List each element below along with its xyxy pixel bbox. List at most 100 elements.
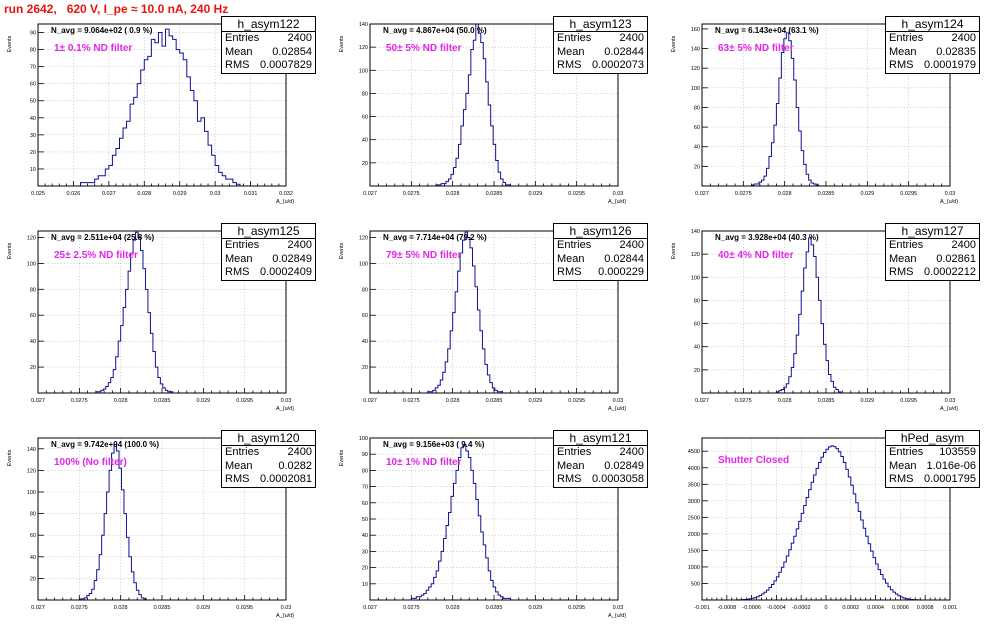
x-tick-label: 0.0275 — [403, 605, 420, 611]
filter-annotation: 1± 0.1% ND filter — [54, 43, 133, 54]
y-tick-label: 100 — [359, 436, 368, 442]
stats-value-entries: 2400 — [951, 32, 976, 44]
stats-box: h_asym125 Entries 2400 Mean 0.02849 RMS 0.0002… — [221, 223, 316, 281]
panel-h-asym123: 0.027 0.0275 0.028 0.0285 0.029 0.0295 0.03 20 4… — [332, 14, 664, 221]
filter-annotation: 10± 1% ND filter — [386, 457, 462, 468]
x-tick-label: 0 — [824, 605, 827, 611]
filter-annotation: 79± 5% ND filter — [386, 250, 462, 261]
stats-row-mean: Mean 1.016e-06 — [886, 460, 979, 474]
x-tick-label: 0.0002 — [842, 605, 859, 611]
y-tick-label: 20 — [362, 365, 368, 371]
y-tick-label: 40 — [30, 339, 36, 345]
x-axis-label: A_{u/d} — [608, 406, 626, 412]
stats-label: RMS — [225, 473, 250, 485]
stats-value-mean: 0.02844 — [604, 45, 644, 58]
filter-annotation: Shutter Closed — [718, 455, 790, 466]
x-tick-label: 0.027 — [363, 605, 377, 611]
x-tick-label: 0.027 — [695, 191, 709, 197]
x-tick-label: 0.028 — [446, 605, 460, 611]
y-tick-label: 4000 — [688, 466, 700, 472]
x-tick-label: -0.0008 — [717, 605, 736, 611]
x-tick-label: 0.031 — [244, 191, 258, 197]
filter-annotation: 40± 4% ND filter — [718, 250, 794, 261]
stats-value-rms: 0.0002081 — [260, 473, 312, 485]
y-axis-label: Events — [7, 449, 13, 466]
stats-value-mean: 0.02844 — [604, 252, 644, 265]
histogram-plot: 0.027 0.0275 0.028 0.0285 0.029 0.0295 0.03 20 4… — [7, 230, 294, 412]
stats-row-rms: RMS 0.0001979 — [886, 59, 979, 73]
y-tick-label: 3000 — [688, 499, 700, 505]
stats-box-title: h_asym127 — [886, 224, 979, 239]
histogram-plot: 0.027 0.0275 0.028 0.0285 0.029 0.0295 0.03 20 4… — [671, 23, 958, 205]
stats-row-rms: RMS 0.0002081 — [222, 473, 315, 487]
y-tick-label: 140 — [359, 22, 368, 28]
x-tick-label: 0.0295 — [900, 191, 917, 197]
stats-row-entries: Entries 2400 — [554, 239, 647, 253]
stats-row-mean: Mean 0.02861 — [886, 253, 979, 267]
x-tick-label: 0.0285 — [486, 605, 503, 611]
y-axis-label: Events — [339, 35, 345, 52]
stats-box: h_asym120 Entries 2400 Mean 0.0282 RMS 0.00020… — [221, 430, 316, 488]
stats-value-rms: 0.0002073 — [592, 59, 644, 71]
stats-row-entries: Entries 2400 — [886, 32, 979, 46]
histogram-series — [78, 443, 147, 600]
x-tick-label: 0.03 — [613, 398, 624, 404]
x-tick-label: 0.029 — [528, 605, 542, 611]
stats-box-title: h_asym125 — [222, 224, 315, 239]
stats-row-mean: Mean 0.02835 — [886, 46, 979, 60]
y-axis-label: Events — [671, 35, 677, 52]
stats-box: hPed_asym Entries 103559 Mean 1.016e-06 RMS 0.… — [885, 430, 980, 488]
stats-label: Mean — [225, 45, 253, 58]
y-tick-label: 60 — [694, 125, 700, 131]
x-axis-label: A_{u/d} — [276, 613, 294, 619]
stats-box-title: hPed_asym — [886, 431, 979, 446]
x-tick-label: -0.0004 — [767, 605, 786, 611]
plot-frame — [37, 437, 287, 601]
y-tick-label: 60 — [362, 115, 368, 121]
y-axis-label: Events — [339, 242, 345, 259]
stats-label: Mean — [889, 459, 917, 472]
y-tick-label: 120 — [27, 235, 36, 241]
stats-row-entries: Entries 2400 — [554, 32, 647, 46]
panel-h-asym124: 0.027 0.0275 0.028 0.0285 0.029 0.0295 0.03 20 4… — [664, 14, 996, 221]
plot-frame — [369, 437, 619, 601]
y-tick-label: 80 — [362, 287, 368, 293]
histogram-series — [435, 23, 512, 186]
stats-box: h_asym122 Entries 2400 Mean 0.02854 RMS 0.0007… — [221, 16, 316, 74]
stats-row-entries: Entries 103559 — [886, 446, 979, 460]
stats-label: RMS — [557, 59, 582, 71]
stats-box: h_asym127 Entries 2400 Mean 0.02861 RMS 0.0002… — [885, 223, 980, 281]
x-tick-label: 0.0285 — [154, 398, 171, 404]
x-axis-label: A_{u/d} — [608, 613, 626, 619]
y-tick-label: 2000 — [688, 532, 700, 538]
x-tick-label: 0.028 — [137, 191, 151, 197]
y-tick-label: 100 — [27, 490, 36, 496]
stats-box: h_asym123 Entries 2400 Mean 0.02844 RMS 0.0002… — [553, 16, 648, 74]
y-tick-label: 500 — [691, 581, 700, 587]
stats-row-mean: Mean 0.02844 — [554, 46, 647, 60]
stats-value-entries: 103559 — [939, 446, 976, 458]
y-tick-label: 120 — [359, 45, 368, 51]
stats-label: RMS — [557, 266, 582, 278]
panel-hped-asym: -0.001 -0.0008 -0.0006 -0.0004 -0.0002 0 0.000… — [664, 428, 996, 635]
navg-annotation: N_avg = 6.143e+04 (63.1 %) — [715, 26, 819, 35]
stats-box: h_asym124 Entries 2400 Mean 0.02835 RMS 0.0001… — [885, 16, 980, 74]
y-tick-label: 120 — [691, 66, 700, 72]
y-tick-label: 30 — [362, 549, 368, 555]
y-tick-label: 80 — [362, 468, 368, 474]
histogram-plot: 0.027 0.0275 0.028 0.0285 0.029 0.0295 0.03 10 2… — [339, 436, 626, 619]
histogram-plot: 0.025 0.026 0.027 0.028 0.029 0.03 0.031 0.032 1… — [7, 23, 294, 205]
y-tick-label: 140 — [27, 447, 36, 453]
stats-value-rms: 0.0002212 — [924, 266, 976, 278]
navg-annotation: N_avg = 9.064e+02 ( 0.9 %) — [51, 26, 153, 35]
y-tick-label: 80 — [30, 287, 36, 293]
panel-h-asym120: 0.027 0.0275 0.028 0.0285 0.029 0.0295 0.03 20 4… — [0, 428, 332, 635]
stats-box: h_asym126 Entries 2400 Mean 0.02844 RMS 0.0002… — [553, 223, 648, 281]
x-tick-label: 0.0285 — [818, 398, 835, 404]
panel-h-asym122: 0.025 0.026 0.027 0.028 0.029 0.03 0.031 0.032 1… — [0, 14, 332, 221]
x-tick-label: 0.0285 — [818, 191, 835, 197]
x-tick-label: 0.0295 — [236, 605, 253, 611]
stats-row-entries: Entries 2400 — [222, 446, 315, 460]
x-tick-label: 0.027 — [695, 398, 709, 404]
y-tick-label: 60 — [694, 322, 700, 328]
